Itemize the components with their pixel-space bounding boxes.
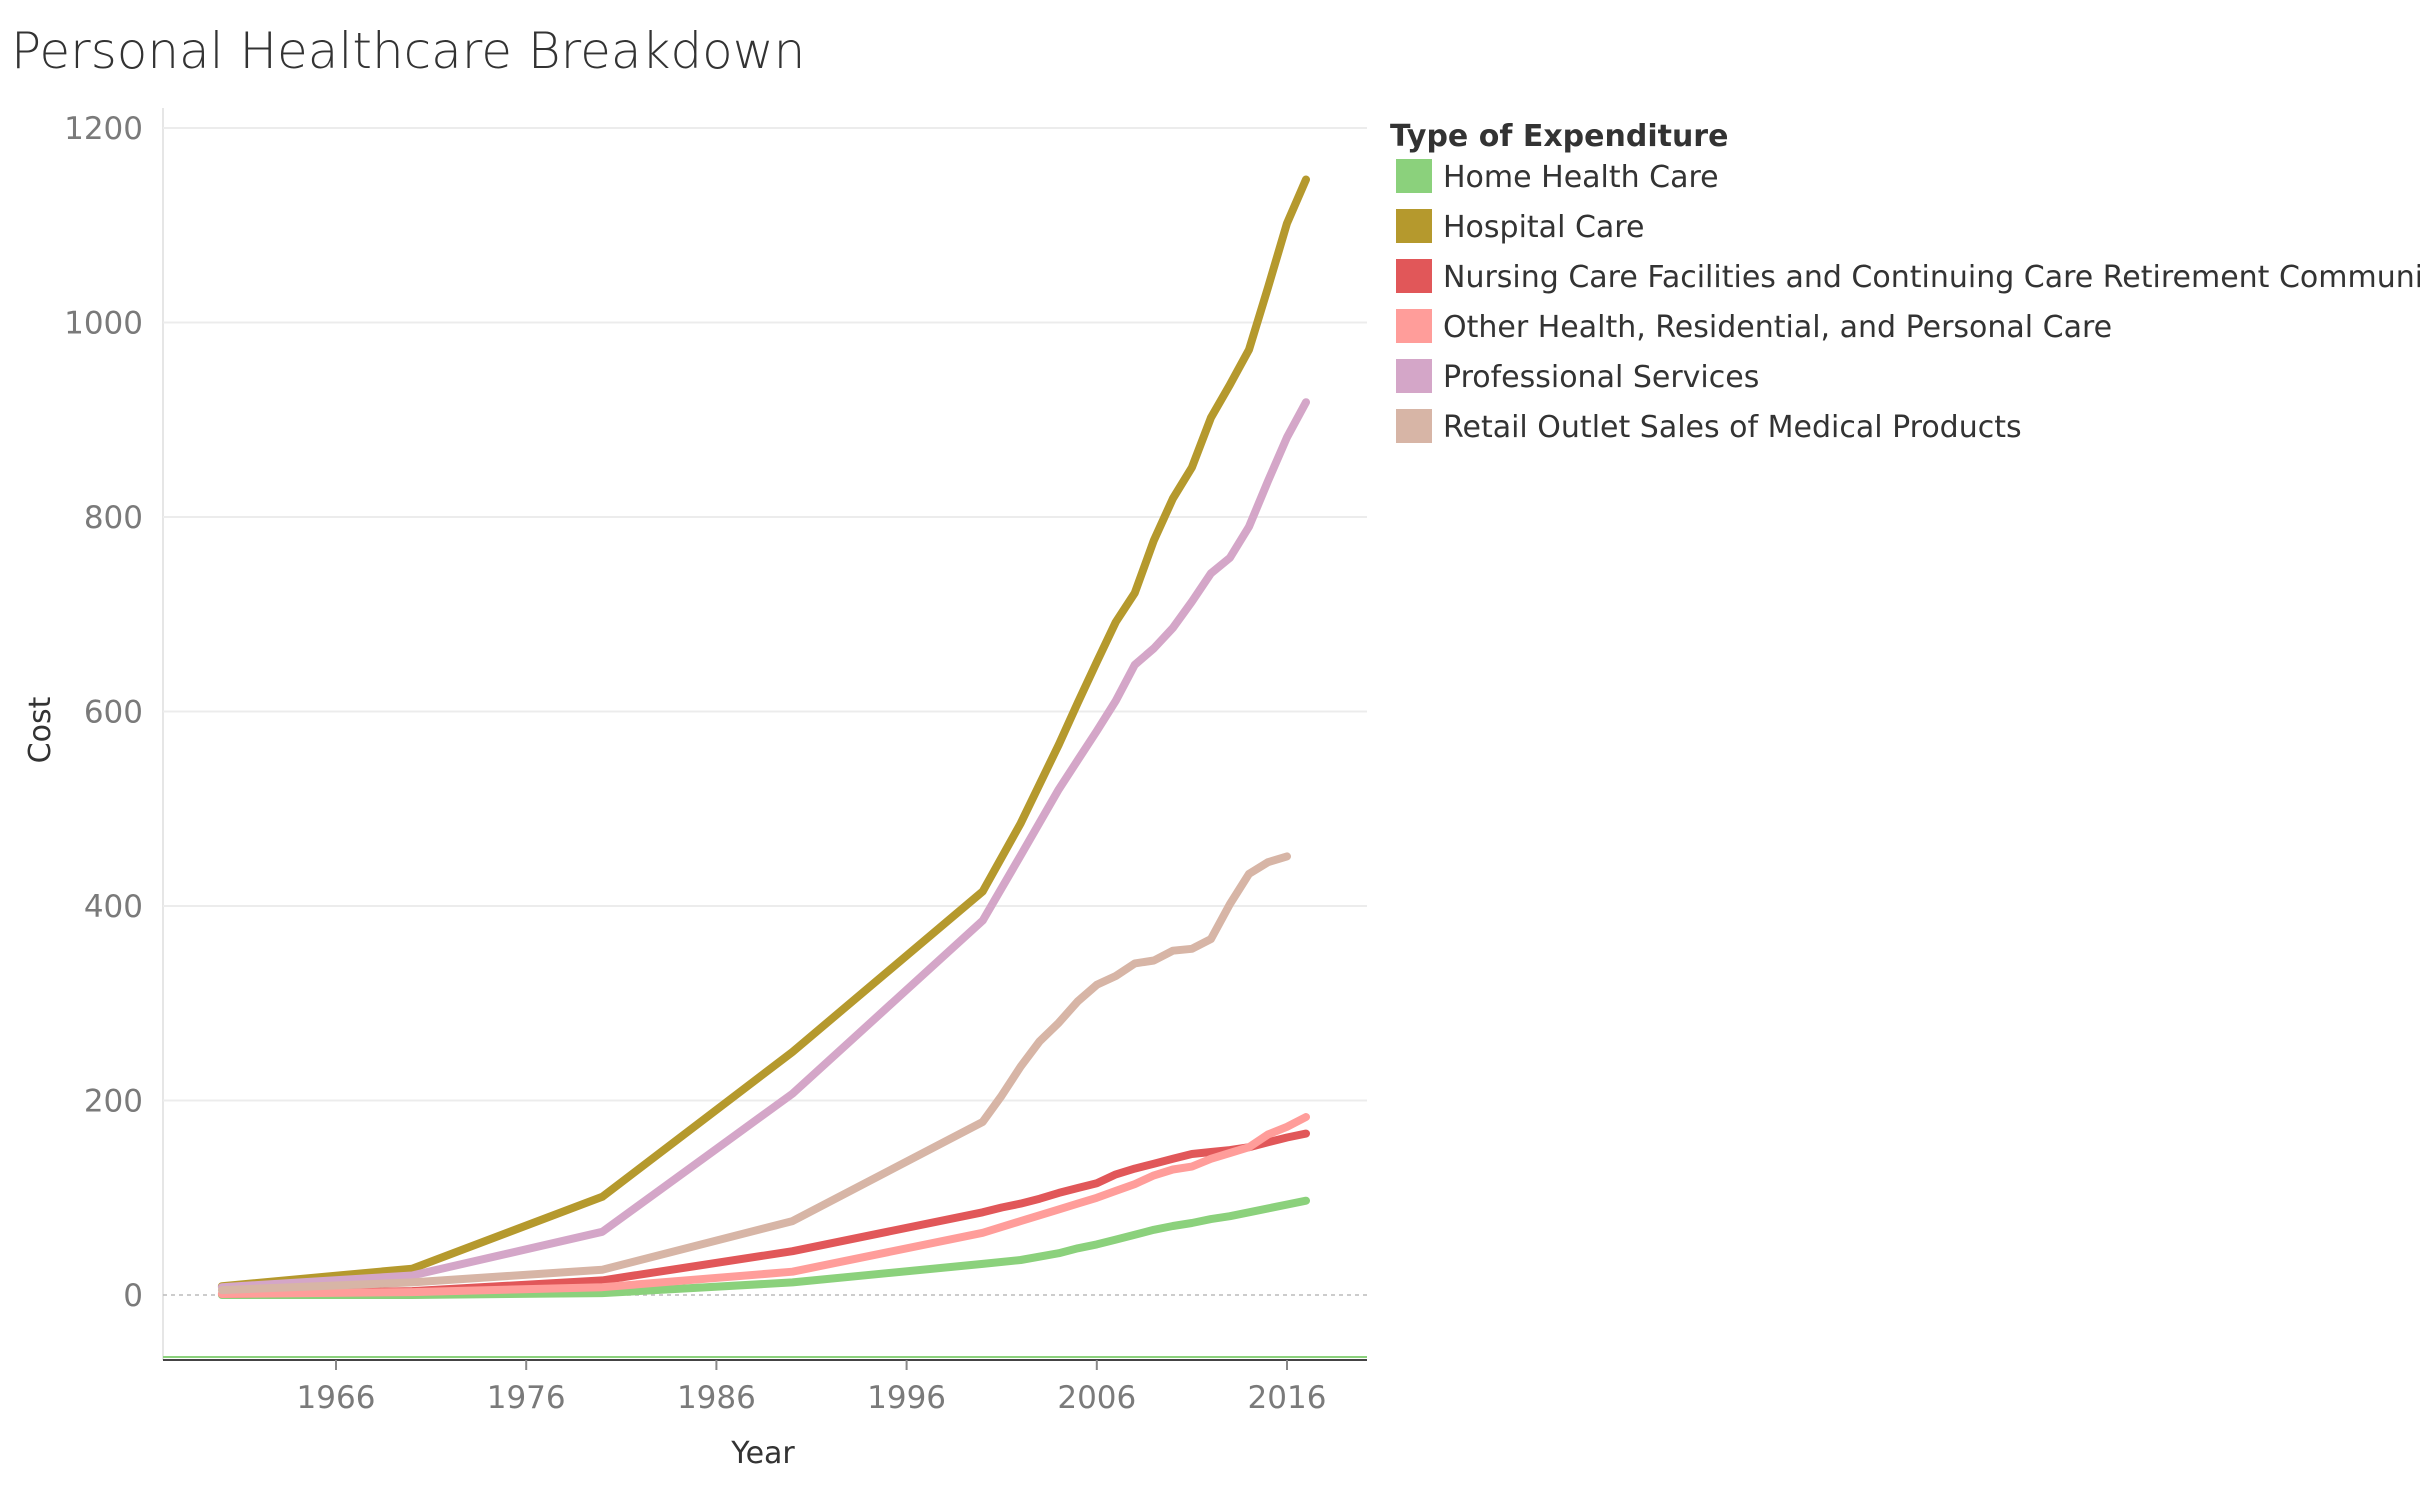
legend-label: Home Health Care	[1443, 160, 1719, 195]
gridlines	[163, 127, 1367, 1102]
x-tick-label: 2016	[1248, 1380, 1327, 1416]
legend-swatch	[1396, 359, 1432, 393]
series-line	[217, 1113, 1310, 1298]
legend-label: Professional Services	[1443, 360, 1759, 395]
y-axis-title: Cost	[23, 696, 58, 763]
legend: Type of Expenditure Home Health Care Hosp…	[1390, 119, 2420, 445]
y-axis: 0 200 400 600 800 1000 1200	[64, 111, 143, 1314]
y-tick-label: 600	[84, 695, 143, 731]
chart-title: Personal Healthcare Breakdown	[11, 22, 805, 80]
y-tick-label: 1000	[64, 306, 143, 342]
x-tick-label: 1976	[487, 1380, 566, 1416]
series-line	[217, 852, 1291, 1295]
x-tick-label: 1996	[867, 1380, 946, 1416]
x-tick-label: 2006	[1057, 1380, 1136, 1416]
y-tick-label: 800	[84, 500, 143, 536]
y-tick-label: 1200	[64, 111, 143, 147]
x-tick-label: 1966	[297, 1380, 376, 1416]
plot-area	[162, 108, 1367, 1361]
legend-swatch	[1396, 259, 1432, 293]
series-line	[217, 1196, 1310, 1299]
legend-label: Nursing Care Facilities and Continuing C…	[1443, 260, 2420, 295]
series-lines	[217, 175, 1310, 1299]
legend-items: Home Health Care Hospital Care Nursing Car…	[1396, 159, 2420, 445]
y-tick-label: 0	[123, 1278, 143, 1314]
series-line	[217, 398, 1310, 1292]
x-tick-label: 1986	[677, 1380, 756, 1416]
legend-title: Type of Expenditure	[1390, 119, 1728, 154]
legend-swatch	[1396, 209, 1432, 243]
legend-swatch	[1396, 159, 1432, 193]
x-axis-title: Year	[730, 1436, 795, 1471]
legend-swatch	[1396, 309, 1432, 343]
legend-label: Other Health, Residential, and Personal …	[1443, 310, 2112, 345]
series-line	[217, 175, 1310, 1291]
y-tick-label: 200	[84, 1084, 143, 1120]
legend-swatch	[1396, 409, 1432, 443]
legend-label: Retail Outlet Sales of Medical Products	[1443, 410, 2022, 445]
legend-label: Hospital Care	[1443, 210, 1644, 245]
y-tick-label: 400	[84, 889, 143, 925]
x-axis: 1966 1976 1986 1996 2006 2016	[297, 1360, 1327, 1416]
